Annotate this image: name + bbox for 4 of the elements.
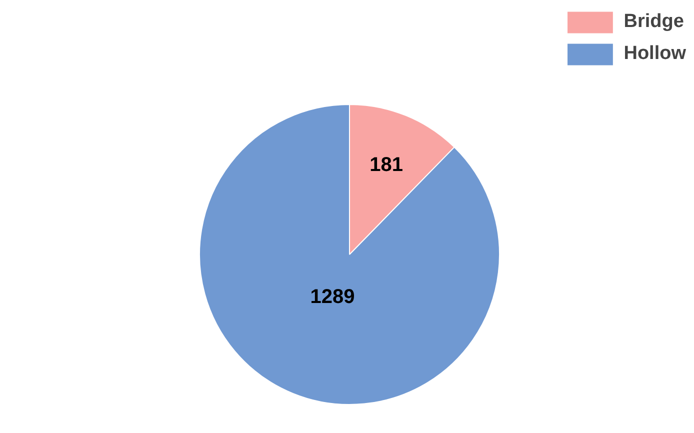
legend-label: Bridge (624, 11, 684, 33)
data-label: 181 (370, 154, 403, 176)
legend-label: Hollow (624, 43, 686, 65)
data-label: 1289 (310, 286, 355, 308)
